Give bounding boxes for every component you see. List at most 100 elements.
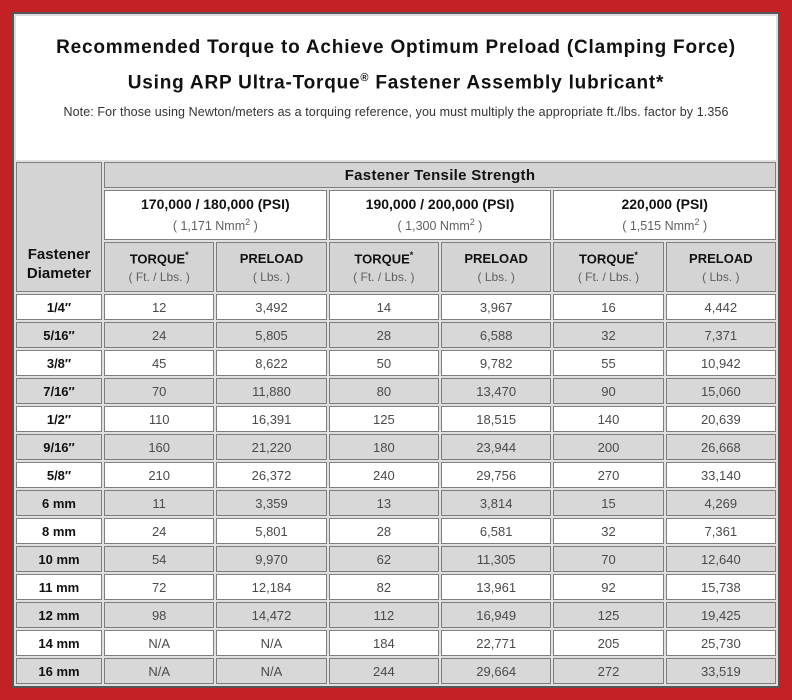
value-cell: 72 [104, 574, 215, 600]
psi-group-3-nmm: ( 1,515 Nmm2 ) [554, 217, 775, 233]
value-cell: 32 [553, 518, 664, 544]
value-cell: 3,814 [441, 490, 552, 516]
table-row: 7/16″ 70 11,880 80 13,470 90 15,060 [16, 378, 776, 404]
value-cell: 22,771 [441, 630, 552, 656]
diameter-cell: 5/8″ [16, 462, 103, 488]
torque-header-1-unit: ( Ft. / Lbs. ) [128, 270, 190, 285]
table-row: 11 mm 72 12,184 82 13,961 92 15,738 [16, 574, 776, 600]
value-cell: 7,361 [665, 518, 776, 544]
value-cell: 3,492 [216, 294, 327, 320]
value-cell: 110 [104, 406, 215, 432]
value-cell: N/A [216, 630, 327, 656]
value-cell: 62 [328, 546, 439, 572]
preload-header-1-label: PRELOAD [239, 250, 304, 266]
table-row: 1/2″ 110 16,391 125 18,515 140 20,639 [16, 406, 776, 432]
torque-header-2-unit: ( Ft. / Lbs. ) [353, 270, 415, 285]
value-cell: 160 [104, 434, 215, 460]
table-row: 10 mm 54 9,970 62 11,305 70 12,640 [16, 546, 776, 572]
table-row: 6 mm 11 3,359 13 3,814 15 4,269 [16, 490, 776, 516]
value-cell: 32 [553, 322, 664, 348]
torque-label: TORQUE [579, 251, 635, 267]
table-row: 16 mm N/A N/A 244 29,664 272 33,519 [16, 658, 776, 684]
value-cell: 15,738 [665, 574, 776, 600]
value-cell: 18,515 [441, 406, 552, 432]
value-cell: 180 [328, 434, 439, 460]
value-cell: 15,060 [665, 378, 776, 404]
value-cell: 24 [104, 322, 215, 348]
diameter-cell: 10 mm [16, 546, 103, 572]
value-cell: 23,944 [441, 434, 552, 460]
psi-group-3-nmm-pre: ( 1,515 Nmm [622, 219, 695, 234]
value-cell: 11,880 [216, 378, 327, 404]
torque-asterisk: * [409, 249, 414, 260]
value-cell: 125 [328, 406, 439, 432]
diameter-cell: 8 mm [16, 518, 103, 544]
torque-header-1-label: TORQUE* [105, 250, 213, 266]
diameter-cell: 5/16″ [16, 322, 103, 348]
psi-group-3-label: 220,000 (PSI) [621, 196, 708, 213]
psi-group-2-label: 190,000 / 200,000 (PSI) [365, 196, 515, 213]
value-cell: 205 [553, 630, 664, 656]
fastener-diameter-header-line2: Diameter [26, 265, 92, 282]
preload-header-3-label: PRELOAD [689, 250, 753, 266]
value-cell: 28 [328, 322, 439, 348]
value-cell: 4,442 [665, 294, 776, 320]
value-cell: 90 [553, 378, 664, 404]
diameter-cell: 6 mm [16, 490, 103, 516]
value-cell: 15 [553, 490, 664, 516]
value-cell: 6,588 [441, 322, 552, 348]
value-cell: 5,801 [216, 518, 327, 544]
value-cell: 12,184 [216, 574, 327, 600]
table-row: 12 mm 98 14,472 112 16,949 125 19,425 [16, 602, 776, 628]
table-row: 8 mm 24 5,801 28 6,581 32 7,361 [16, 518, 776, 544]
value-cell: 14 [328, 294, 439, 320]
psi-group-1-label: 170,000 / 180,000 (PSI) [141, 196, 290, 213]
page-title: Recommended Torque to Achieve Optimum Pr… [26, 32, 766, 98]
value-cell: 5,805 [216, 322, 327, 348]
diameter-cell: 12 mm [16, 602, 103, 628]
value-cell: 16,949 [441, 602, 552, 628]
value-cell: 92 [553, 574, 664, 600]
value-cell: 45 [104, 350, 215, 376]
title-block: Recommended Torque to Achieve Optimum Pr… [14, 14, 778, 129]
value-cell: 82 [328, 574, 439, 600]
table-row: 1/4″ 12 3,492 14 3,967 16 4,442 [16, 294, 776, 320]
torque-spec-table: Fastener Diameter Fastener Tensile Stren… [14, 160, 778, 686]
page-title-line1: Recommended Torque to Achieve Optimum Pr… [56, 37, 736, 58]
value-cell: 184 [328, 630, 439, 656]
psi-group-1-nmm-sup: 2 [245, 217, 251, 228]
psi-group-3-nmm-post: ) [699, 219, 708, 234]
value-cell: 200 [553, 434, 664, 460]
table-row: 3/8″ 45 8,622 50 9,782 55 10,942 [16, 350, 776, 376]
torque-header-3: TORQUE* ( Ft. / Lbs. ) [553, 242, 664, 292]
value-cell: 54 [104, 546, 215, 572]
diameter-cell: 16 mm [16, 658, 103, 684]
table-row: 9/16″ 160 21,220 180 23,944 200 26,668 [16, 434, 776, 460]
psi-group-1: 170,000 / 180,000 (PSI) ( 1,171 Nmm2 ) [104, 190, 327, 240]
value-cell: 12 [104, 294, 215, 320]
value-cell: 16,391 [216, 406, 327, 432]
torque-header-3-unit: ( Ft. / Lbs. ) [577, 270, 640, 285]
torque-asterisk: * [185, 249, 189, 260]
value-cell: N/A [104, 658, 215, 684]
value-cell: 19,425 [665, 602, 776, 628]
torque-label: TORQUE [129, 251, 186, 267]
value-cell: 210 [104, 462, 215, 488]
value-cell: 4,269 [665, 490, 776, 516]
psi-group-1-nmm: ( 1,171 Nmm2 ) [105, 217, 326, 233]
value-cell: 112 [328, 602, 439, 628]
value-cell: 25,730 [665, 630, 776, 656]
preload-header-2: PRELOAD ( Lbs. ) [441, 242, 552, 292]
value-cell: 8,622 [216, 350, 327, 376]
value-cell: 10,942 [665, 350, 776, 376]
value-cell: 33,519 [665, 658, 776, 684]
value-cell: 12,640 [665, 546, 776, 572]
tensile-strength-header: Fastener Tensile Strength [104, 162, 776, 188]
value-cell: 140 [553, 406, 664, 432]
value-cell: 26,372 [216, 462, 327, 488]
value-cell: 9,782 [441, 350, 552, 376]
psi-group-2: 190,000 / 200,000 (PSI) ( 1,300 Nmm2 ) [328, 190, 552, 240]
fastener-diameter-header-line1: Fastener [27, 246, 91, 263]
value-cell: 272 [553, 658, 664, 684]
